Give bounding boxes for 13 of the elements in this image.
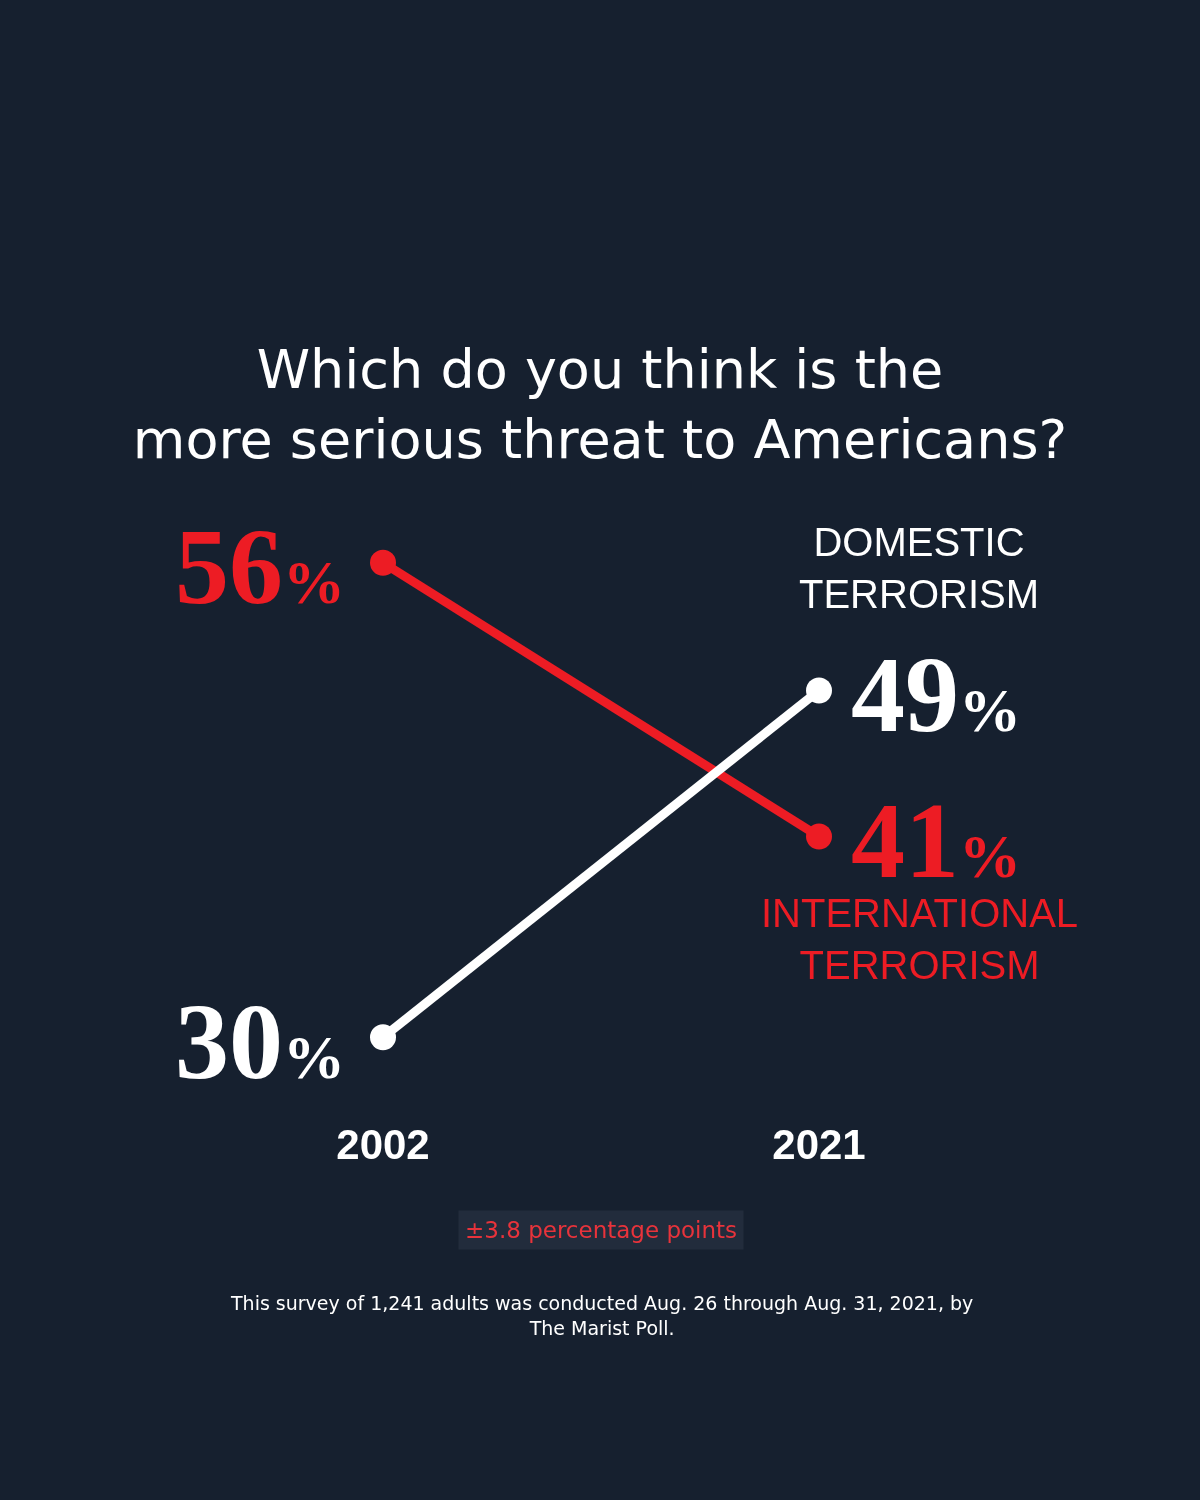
chart-title: Which do you think is the more serious threat to Americans?: [132, 338, 1068, 472]
point: [370, 1024, 396, 1051]
data-label: 56%: [175, 507, 345, 626]
data-label: 30%: [175, 982, 345, 1101]
point: [370, 549, 396, 576]
text: ±3.8 percentage points: [465, 1217, 738, 1243]
data-label: 49%: [851, 635, 1021, 754]
point: [806, 823, 832, 850]
x-tick-label: 2002: [336, 1121, 430, 1168]
text: This survey of 1,241 adults was conducted Aug. 26 through Aug. 31, 2021, by The Marist Poll.: [230, 1292, 974, 1339]
series-label: DOMESTIC TERRORISM: [799, 520, 1039, 616]
x-tick-label: 2021: [772, 1121, 866, 1168]
point: [806, 677, 832, 704]
